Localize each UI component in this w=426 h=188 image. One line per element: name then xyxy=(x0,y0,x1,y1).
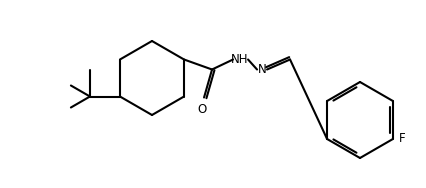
Text: N: N xyxy=(257,63,266,76)
Text: O: O xyxy=(197,104,206,117)
Text: NH: NH xyxy=(231,53,248,66)
Text: F: F xyxy=(398,133,405,146)
